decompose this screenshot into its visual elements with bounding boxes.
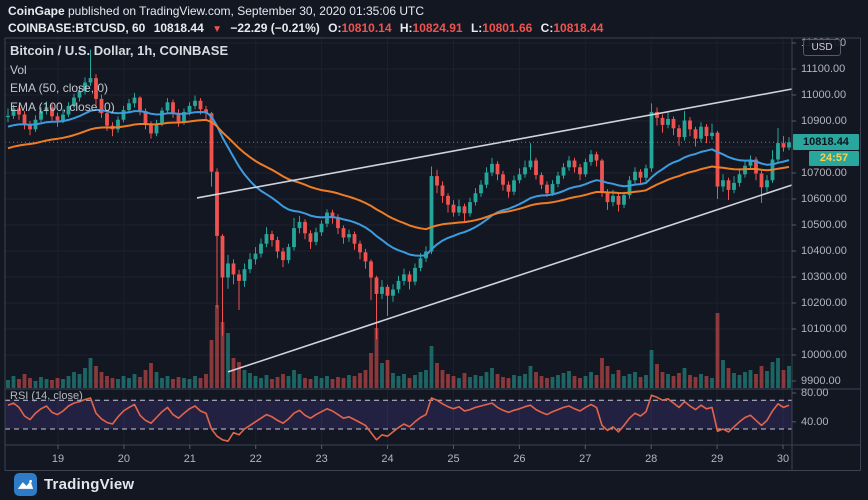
ema100-line: [7, 118, 790, 231]
price-tick-label: 11100.00: [801, 63, 846, 75]
symbol-ohlc-line: COINBASE:BTCUSD, 60 10818.44 ▼ −22.29 (−…: [8, 20, 603, 38]
legend-ema50: EMA (50, close, 0): [10, 81, 109, 95]
date-tick-label: 24: [381, 453, 394, 465]
legend-volume: Vol: [10, 62, 27, 77]
chart-legend: Bitcoin / U.S. Dollar, 1h, COINBASE Vol …: [10, 42, 228, 116]
tradingview-attribution[interactable]: TradingView: [14, 473, 134, 496]
close-label: C:: [540, 21, 554, 35]
date-tick-label: 22: [249, 453, 262, 465]
last-price: 10818.44: [153, 21, 204, 35]
rsi-indicator-label: RSI (14, close): [10, 390, 83, 402]
tradingview-logo-icon: [14, 473, 37, 496]
volume-series: [6, 305, 791, 388]
date-tick-label: 20: [117, 453, 131, 465]
date-tick-label: 21: [183, 453, 196, 465]
close-value: 10818.44: [553, 21, 604, 35]
rsi-tick-label: 80.00: [801, 387, 829, 399]
date-tick-label: 25: [447, 453, 460, 465]
down-arrow-icon: ▼: [212, 24, 223, 35]
price-tick-label: 10300.00: [801, 271, 847, 283]
open-value: 10810.14: [341, 21, 392, 35]
currency-toggle-button[interactable]: USD: [803, 39, 841, 56]
last-price-badge: 10818.44: [793, 134, 859, 151]
date-tick-label: 30: [776, 453, 790, 465]
rsi-tick-label: 40.00: [801, 415, 829, 428]
price-tick-label: 10400.00: [801, 245, 847, 257]
date-tick-label: 29: [710, 453, 724, 465]
price-tick-label: 10100.00: [801, 323, 847, 335]
price-tick-label: 9900.00: [801, 375, 841, 387]
publish-line: CoinGape published on TradingView.com, S…: [8, 3, 603, 19]
lower-trendline: [227, 184, 793, 373]
date-tick-label: 28: [645, 453, 658, 465]
ema50-line: [7, 108, 790, 257]
low-label: L:: [470, 21, 483, 35]
bar-countdown-badge: 24:57: [809, 151, 859, 167]
legend-ema100: EMA (100, close, 0): [10, 99, 115, 114]
high-label: H:: [399, 21, 413, 35]
legend-symbol-title: Bitcoin / U.S. Dollar, 1h, COINBASE: [10, 43, 229, 58]
price-change: −22.29 (−0.21%): [230, 21, 320, 35]
date-tick-label: 26: [513, 453, 526, 465]
tradingview-wordmark: TradingView: [44, 476, 135, 493]
pane-frame: [4, 37, 861, 471]
price-tick-label: 10200.00: [801, 297, 847, 309]
open-label: O:: [328, 21, 342, 35]
rsi-band: [5, 400, 792, 429]
price-tick-label: 10600.00: [801, 193, 847, 205]
snapshot-header: CoinGape published on TradingView.com, S…: [8, 3, 603, 38]
price-tick-label: 10700.00: [801, 167, 847, 179]
price-tick-label: 10000.00: [801, 349, 847, 361]
symbol-label: COINBASE:BTCUSD, 60: [8, 21, 146, 35]
publish-info: published on TradingView.com, September …: [64, 4, 425, 18]
date-tick-label: 19: [51, 453, 65, 465]
publisher-name: CoinGape: [8, 4, 65, 18]
date-tick-label: 23: [315, 453, 328, 465]
axis-tick-marks: [57, 42, 796, 449]
date-tick-label: 27: [579, 453, 592, 465]
upper-trendline: [196, 88, 793, 199]
high-value: 10824.91: [412, 21, 463, 35]
rsi-line: [7, 394, 790, 443]
price-tick-label: 10500.00: [801, 219, 847, 231]
low-value: 10801.66: [482, 21, 533, 35]
price-tick-label: 11000.00: [801, 89, 847, 101]
price-tick-label: 10900.00: [801, 115, 847, 127]
